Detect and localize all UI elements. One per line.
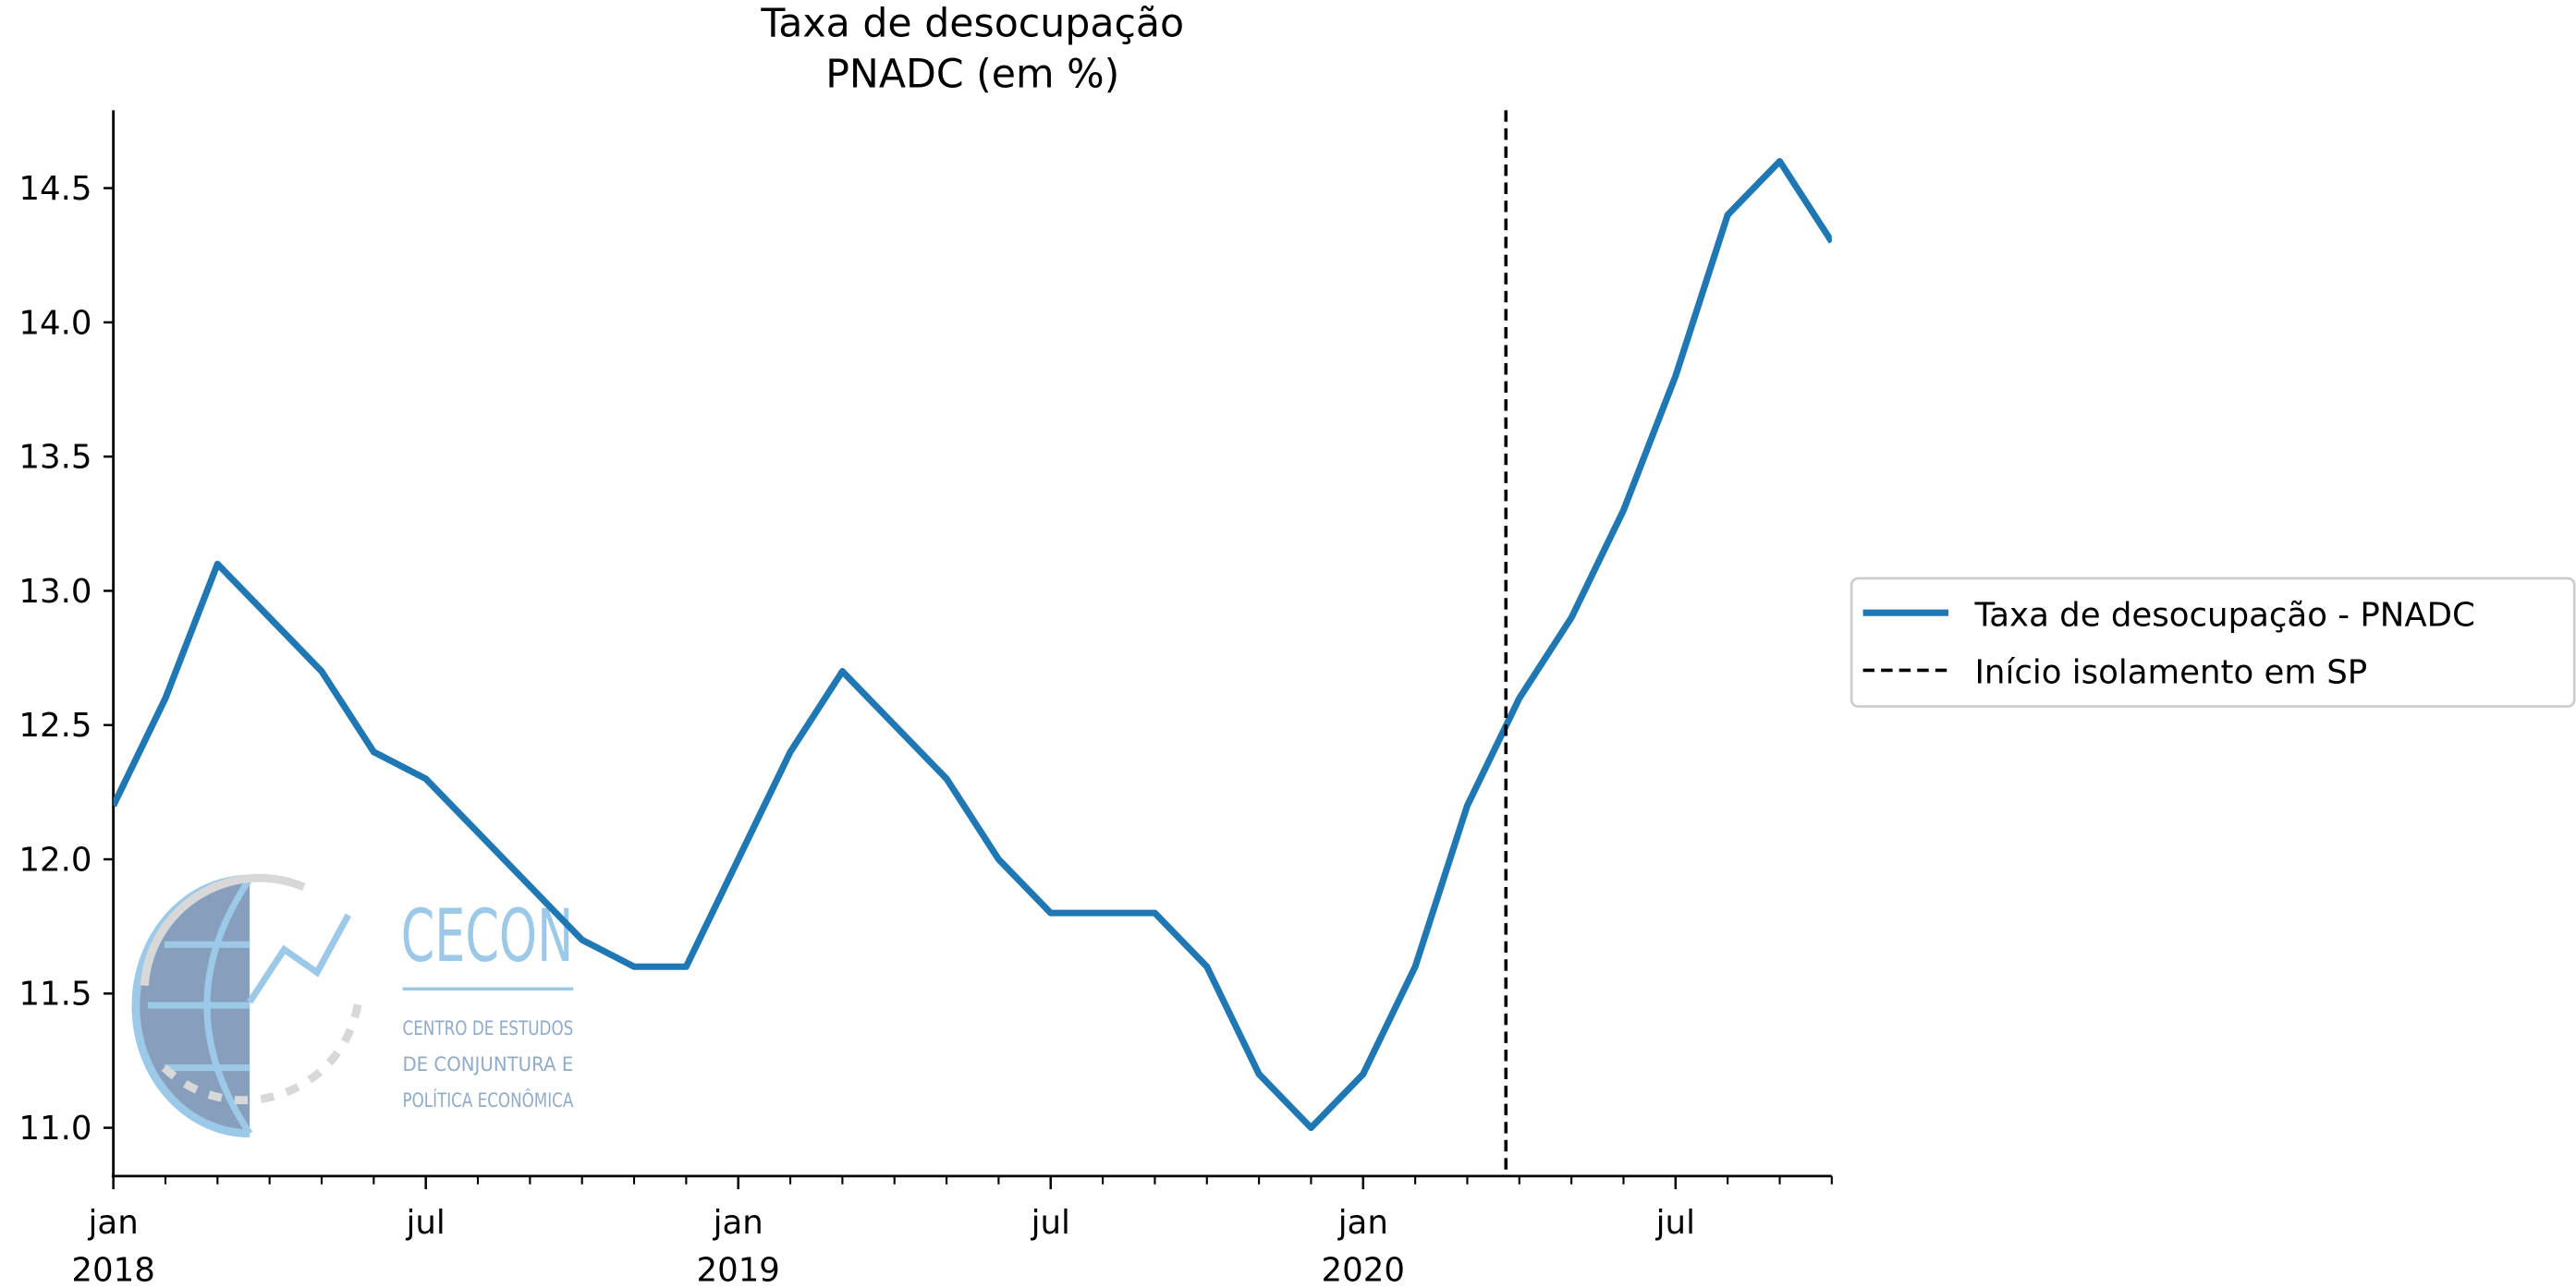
logo-text: DE CONJUNTURA E	[402, 1053, 573, 1076]
y-tick-label: 13.5	[18, 439, 92, 477]
logo-text: POLÍTICA ECONÔMICA	[402, 1088, 573, 1112]
x-tick-label: 2018	[71, 1252, 154, 1288]
chart-title: Taxa de desocupação	[760, 0, 1184, 46]
y-tick-label: 14.5	[18, 170, 92, 208]
y-tick-label: 13.0	[18, 573, 92, 611]
y-tick-label: 11.5	[18, 976, 92, 1014]
logo-text: CENTRO DE ESTUDOS	[402, 1017, 573, 1040]
logo-arc	[161, 1001, 362, 1105]
y-tick-label: 11.0	[18, 1110, 92, 1148]
chart-title: PNADC (em %)	[825, 51, 1119, 97]
y-tick-label: 12.0	[18, 841, 92, 879]
logo-trend	[247, 913, 351, 1004]
logo-name: CECON	[401, 894, 574, 978]
legend-label: Taxa de desocupação - PNADC	[1973, 596, 2474, 634]
legend	[1850, 577, 2576, 708]
logo-arrow	[140, 873, 306, 986]
x-tick-label: 2019	[696, 1252, 779, 1288]
logo: CECON CENTRO DE ESTUDOS DE CONJUNTURA E …	[131, 873, 574, 1138]
series-line	[113, 157, 1832, 1132]
x-tick-label: jan	[1337, 1204, 1388, 1242]
x-tick-label: jul	[1655, 1204, 1695, 1242]
x-tick-label: jan	[713, 1204, 763, 1242]
y-tick-label: 12.5	[18, 707, 92, 745]
x-tick-label: 2020	[1322, 1252, 1405, 1288]
x-tick-label: jan	[88, 1204, 139, 1242]
y-tick-label: 14.0	[18, 304, 92, 342]
x-tick-label: jul	[1031, 1204, 1070, 1242]
logo-meridians	[147, 877, 253, 1136]
x-tick-label: jul	[406, 1204, 446, 1242]
legend-label: Início isolamento em SP	[1974, 654, 2367, 692]
